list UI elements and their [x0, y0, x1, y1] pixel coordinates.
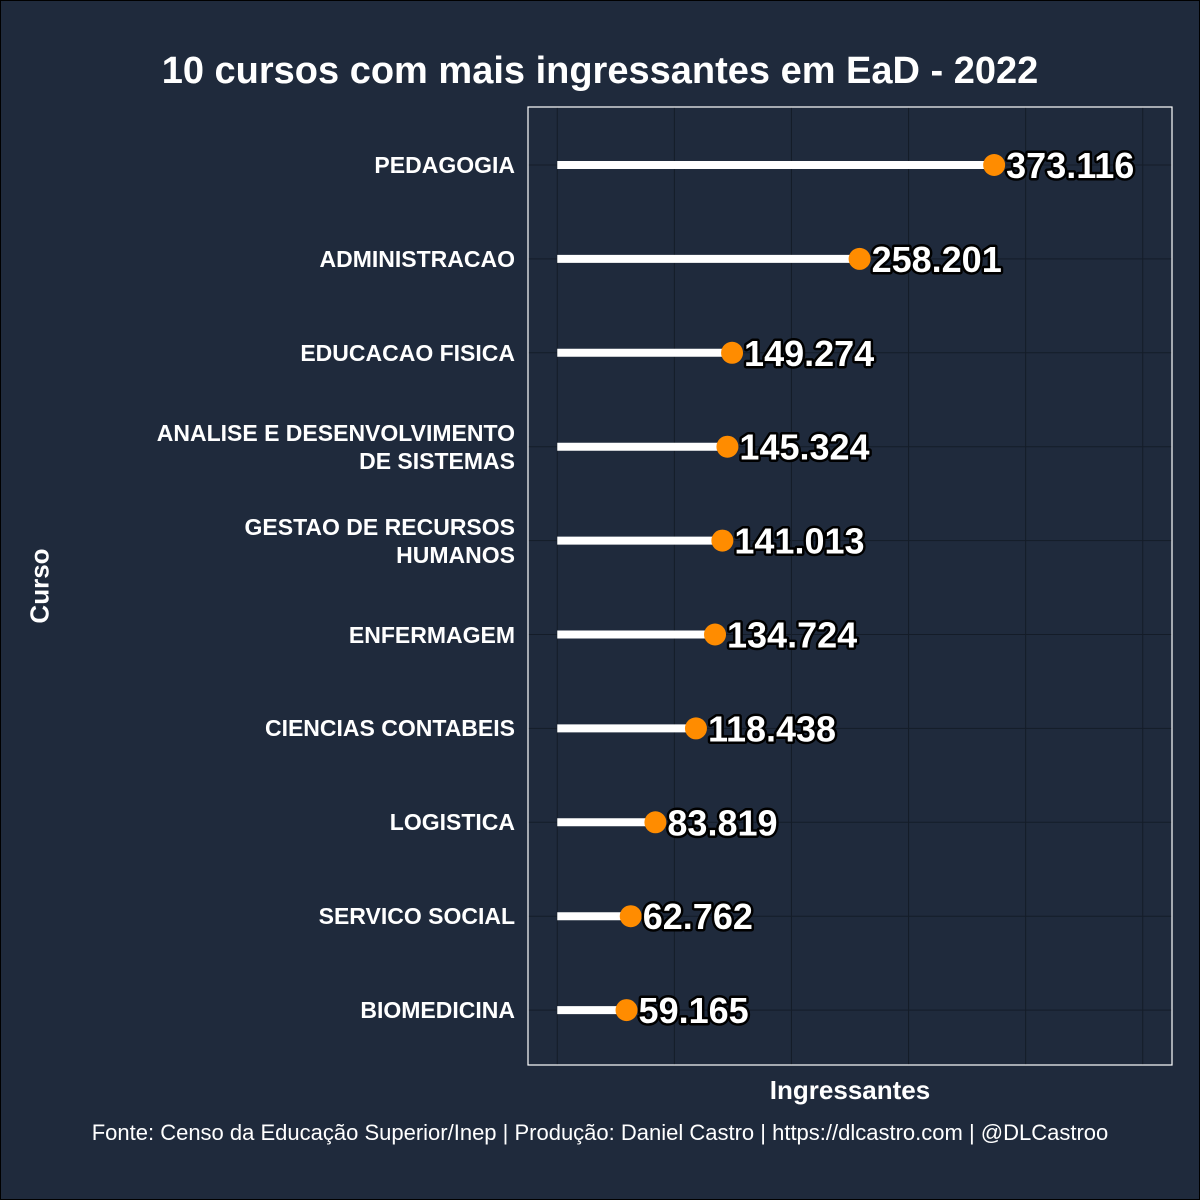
category-label-line: GESTAO DE RECURSOS [244, 513, 516, 540]
value-label: 145.324 [739, 427, 869, 468]
category-label-line: SERVICO SOCIAL [318, 903, 515, 930]
category-label-line: DE SISTEMAS [359, 447, 515, 474]
lollipop-point [704, 623, 727, 646]
category-label: PEDAGOGIA [15, 151, 515, 179]
category-label: ANALISE E DESENVOLVIMENTO DE SISTEMAS [15, 419, 515, 475]
category-label: ADMINISTRACAO [15, 245, 516, 273]
value-label: 83.819 [667, 802, 777, 843]
lollipop-point [716, 435, 739, 458]
category-label-line: ANALISE E DESENVOLVIMENTO [156, 419, 515, 446]
category-label-line: BIOMEDICINA [360, 997, 515, 1024]
value-label: 373.116 [1006, 145, 1134, 186]
chart-caption: Fonte: Censo da Educação Superior/Inep |… [91, 1120, 1109, 1145]
category-label-line: ADMINISTRACAO [319, 245, 516, 272]
value-label: 258.201 [872, 239, 1002, 280]
value-label: 149.274 [744, 333, 874, 374]
category-label: GESTAO DE RECURSOS HUMANOS [15, 513, 516, 569]
lollipop-point [711, 529, 734, 552]
value-label: 62.762 [643, 896, 753, 937]
value-label: 118.438 [708, 708, 836, 749]
category-label: LOGISTICA [15, 808, 515, 836]
category-label: EDUCACAO FISICA [15, 339, 515, 367]
value-label: 141.013 [734, 521, 864, 562]
category-label-line: ENFERMAGEM [348, 621, 515, 648]
category-label: BIOMEDICINA [15, 996, 515, 1024]
lollipop-point [848, 247, 871, 270]
panel-border [527, 106, 1173, 1066]
category-label-line: HUMANOS [396, 541, 515, 568]
value-label: 59.165 [639, 990, 749, 1031]
category-label: CIENCIAS CONTABEIS [15, 714, 515, 742]
lollipop-point [644, 811, 667, 834]
lollipop-point [619, 905, 642, 928]
category-label-line: CIENCIAS CONTABEIS [264, 715, 515, 742]
value-label: 134.724 [727, 615, 857, 656]
category-label-line: LOGISTICA [389, 809, 515, 836]
lollipop-point [684, 717, 707, 740]
category-label-line: EDUCACAO FISICA [300, 339, 515, 366]
category-label: ENFERMAGEM [15, 621, 515, 649]
category-label: SERVICO SOCIAL [15, 902, 515, 930]
chart-title: 10 cursos com mais ingressantes em EaD -… [161, 50, 1039, 92]
lollipop-point [983, 154, 1006, 176]
category-label-line: PEDAGOGIA [374, 152, 515, 178]
lollipop-point [721, 341, 744, 364]
lollipop-point [615, 999, 638, 1022]
x-axis-label: Ingressantes [769, 1075, 931, 1105]
